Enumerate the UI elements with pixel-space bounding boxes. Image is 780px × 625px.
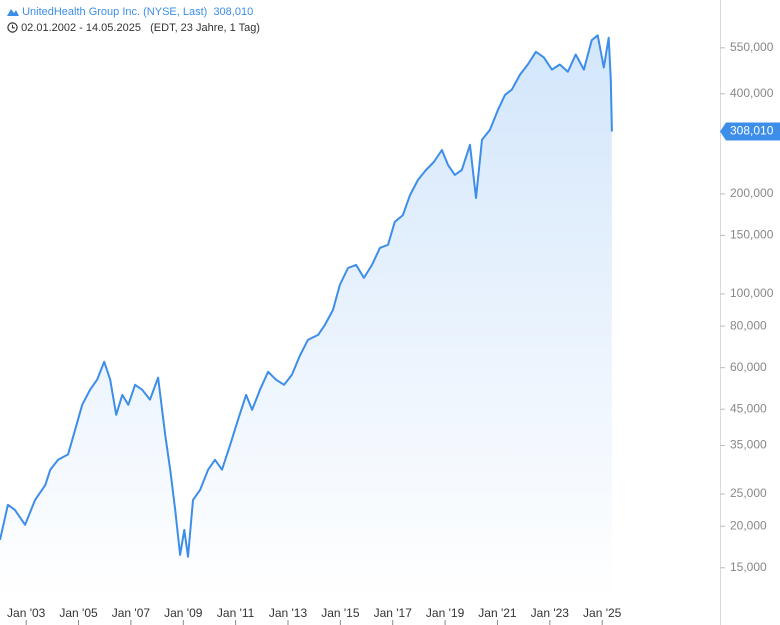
clock-icon (7, 22, 18, 33)
x-tick-label: Jan '13 (269, 606, 308, 620)
range-info: (EDT, 23 Jahre, 1 Tag) (150, 22, 260, 34)
y-tick-label: 150,000 (730, 228, 774, 242)
y-tick-label: 80,000 (730, 318, 767, 332)
last-value: 308,010 (213, 6, 254, 18)
last-value-badge (720, 122, 780, 141)
y-tick-label: 35,000 (730, 438, 767, 452)
price-line (0, 34, 613, 558)
x-tick-label: Jan '09 (164, 606, 203, 620)
y-tick-label: 550,000 (730, 40, 774, 54)
x-tick-label: Jan '25 (583, 606, 622, 620)
y-tick-label: 400,000 (730, 86, 774, 100)
y-tick-label: 25,000 (730, 486, 767, 500)
y-tick-label: 100,000 (730, 286, 774, 300)
y-tick-label: 15,000 (730, 560, 767, 574)
area-fill (0, 35, 612, 601)
x-tick-label: Jan '21 (478, 606, 517, 620)
date-range: 02.01.2002 - 14.05.2025 (21, 22, 141, 34)
y-tick-label: 20,000 (730, 518, 767, 532)
x-tick-label: Jan '03 (7, 606, 46, 620)
y-tick-label: 45,000 (730, 401, 767, 415)
last-value-label: 308,010 (730, 124, 774, 138)
x-tick-label: Jan '15 (321, 606, 360, 620)
x-tick-label: Jan '19 (426, 606, 465, 620)
header-subtitle: 02.01.2002 - 14.05.2025 (EDT, 23 Jahre, … (7, 22, 260, 34)
y-tick-label: 200,000 (730, 186, 774, 200)
x-tick-label: Jan '05 (59, 606, 98, 620)
header-title: UnitedHealth Group Inc. (NYSE, Last) 308… (7, 6, 253, 18)
mountain-icon (7, 9, 19, 16)
x-tick-label: Jan '17 (374, 606, 413, 620)
instrument-name: UnitedHealth Group Inc. (NYSE, Last) (22, 6, 208, 18)
x-tick-label: Jan '07 (112, 606, 151, 620)
x-tick-label: Jan '23 (531, 606, 570, 620)
y-tick-label: 60,000 (730, 360, 767, 374)
x-tick-label: Jan '11 (217, 606, 255, 620)
